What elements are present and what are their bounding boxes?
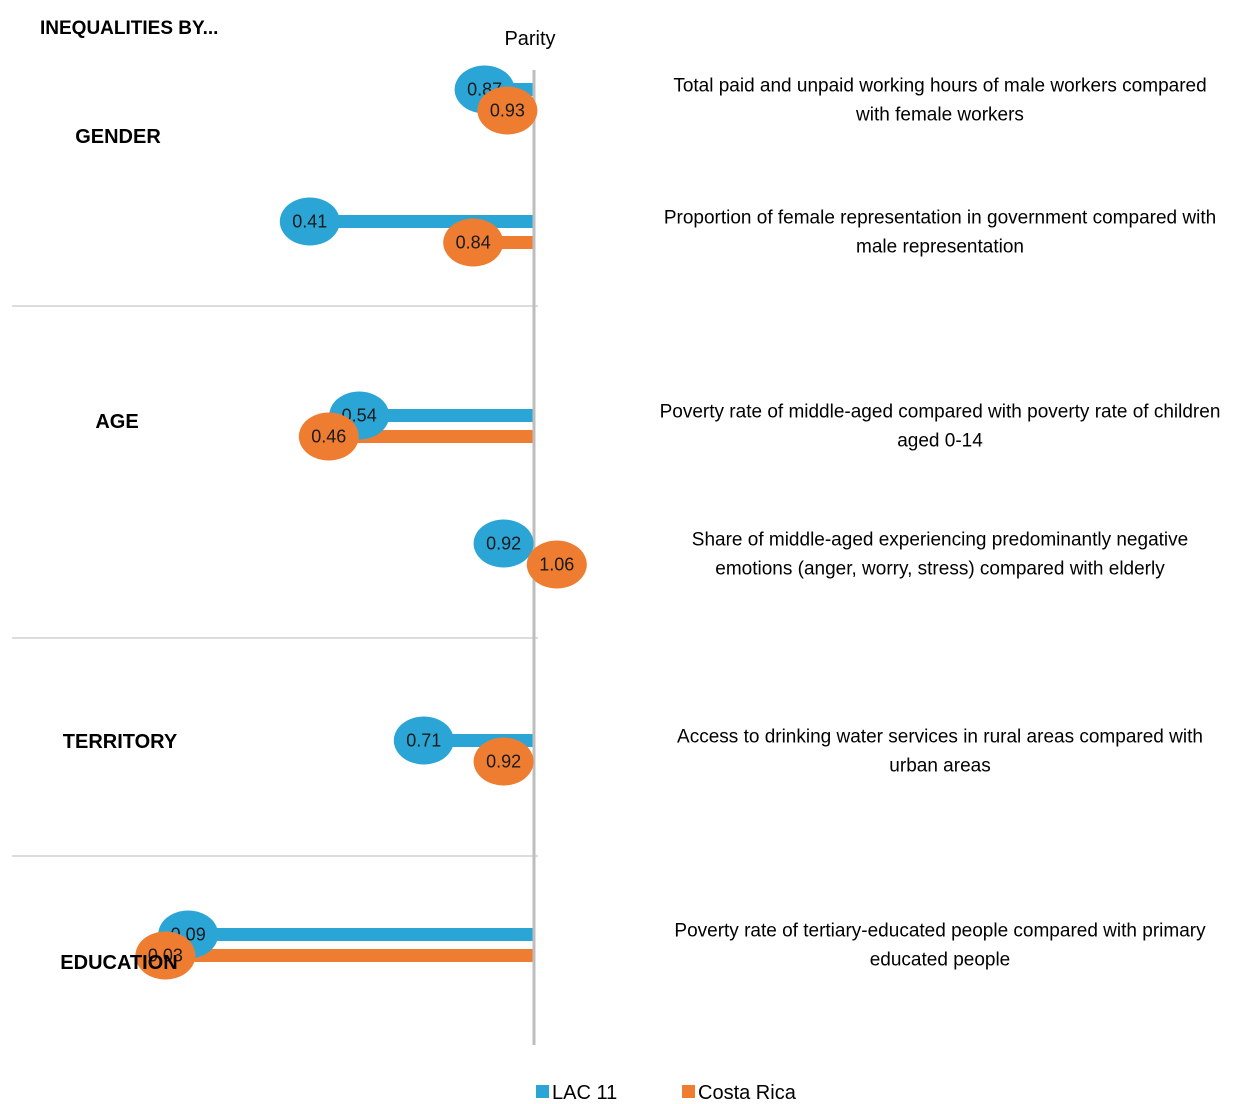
value-bubble: [473, 737, 534, 786]
legend-label-costa-rica: Costa Rica: [698, 1082, 797, 1104]
indicator-description: aged 0-14: [897, 431, 983, 452]
data-label: 0.71: [406, 731, 441, 751]
data-label: 0.92: [486, 752, 521, 772]
category-label-gender: GENDER: [75, 126, 161, 148]
indicator-description: Access to drinking water services in rur…: [677, 727, 1203, 748]
data-label: 0.46: [311, 427, 346, 447]
bar-education-1-lac11: [188, 928, 534, 941]
indicator-descriptions: Total paid and unpaid working hours of m…: [660, 76, 1221, 971]
bar-age-1-costa-rica: [328, 430, 534, 443]
category-label-education: EDUCATION: [60, 952, 177, 974]
category-label-territory: TERRITORY: [63, 731, 178, 753]
indicator-description: educated people: [870, 950, 1011, 971]
data-label: 0.92: [486, 534, 521, 554]
bar-education-1-costa-rica: [165, 949, 534, 962]
indicator-description: emotions (anger, worry, stress) compared…: [715, 559, 1165, 580]
value-bubble: [443, 218, 504, 267]
value-bubble: [298, 412, 359, 461]
data-label: 0.84: [456, 233, 491, 253]
value-bubble: [393, 716, 454, 765]
legend-swatch-costa-rica: [682, 1085, 695, 1098]
data-label: 0.03: [148, 946, 183, 966]
parity-label: Parity: [504, 28, 555, 50]
value-bubble: [135, 931, 196, 980]
legend: LAC 11 Costa Rica: [536, 1082, 797, 1104]
indicator-description: Proportion of female representation in g…: [664, 208, 1216, 229]
bar-gender-2-lac11: [309, 215, 534, 228]
indicator-description: Poverty rate of tertiary-educated people…: [674, 921, 1206, 942]
value-bubbles: 0.870.930.410.840.540.460.921.060.710.92…: [135, 65, 587, 980]
category-label-age: AGE: [95, 411, 138, 433]
category-labels: GENDER AGE TERRITORY EDUCATION: [60, 126, 178, 974]
value-bubble: [526, 540, 587, 589]
indicator-description: with female workers: [855, 105, 1024, 126]
legend-swatch-lac11: [536, 1085, 549, 1098]
indicator-description: urban areas: [889, 756, 990, 777]
group-separators: [12, 305, 538, 857]
indicator-description: Total paid and unpaid working hours of m…: [673, 76, 1206, 97]
data-label: 0.93: [490, 101, 525, 121]
value-bubble: [279, 197, 340, 246]
chart-heading: INEQUALITIES BY...: [40, 18, 218, 39]
data-label: 1.06: [539, 555, 574, 575]
value-bubble: [473, 519, 534, 568]
legend-label-lac11: LAC 11: [552, 1082, 617, 1104]
data-label: 0.41: [292, 212, 327, 232]
bar-age-1-lac11: [359, 409, 534, 422]
indicator-description: Share of middle-aged experiencing predom…: [692, 530, 1188, 551]
indicator-description: male representation: [856, 237, 1024, 258]
indicator-description: Poverty rate of middle-aged compared wit…: [660, 402, 1221, 423]
value-bubble: [477, 86, 538, 135]
